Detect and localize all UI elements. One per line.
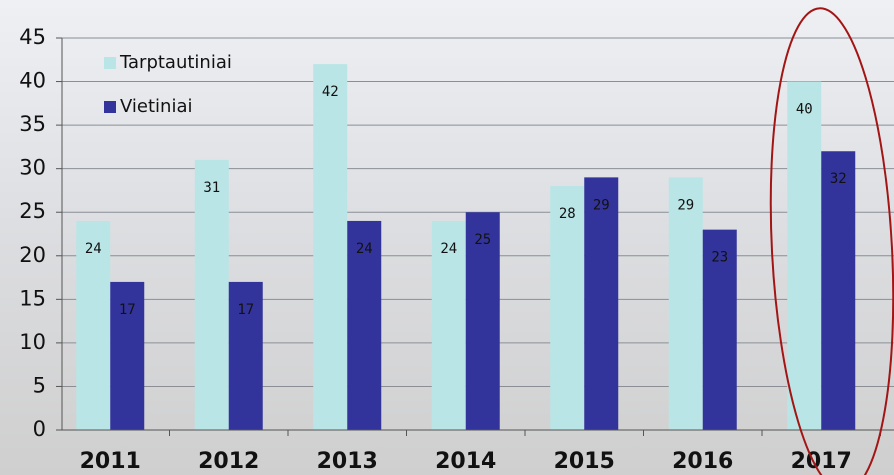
- y-tick-label: 15: [19, 286, 46, 310]
- bar: [550, 186, 584, 430]
- value-label: 17: [237, 302, 254, 318]
- value-label: 23: [711, 250, 728, 266]
- y-tick-label: 20: [19, 243, 46, 267]
- value-label: 42: [322, 84, 339, 100]
- x-tick-label: 2014: [435, 449, 496, 474]
- x-tick-label: 2013: [317, 449, 378, 474]
- value-label: 29: [677, 197, 694, 213]
- bar: [195, 160, 229, 430]
- x-tick-label: 2016: [672, 449, 733, 474]
- legend-swatch: [104, 57, 116, 69]
- value-label: 29: [593, 197, 610, 213]
- y-tick-label: 40: [19, 69, 46, 93]
- value-label: 24: [356, 241, 373, 257]
- y-tick-label: 5: [33, 373, 46, 397]
- x-tick-label: 2017: [791, 449, 852, 474]
- value-label: 32: [830, 171, 847, 187]
- legend-swatch: [104, 101, 116, 113]
- value-label: 24: [440, 241, 457, 257]
- x-tick-label: 2012: [198, 449, 259, 474]
- bar: [787, 82, 821, 430]
- bar: [669, 177, 703, 430]
- bar: [313, 64, 347, 430]
- value-label: 24: [85, 241, 102, 257]
- bar: [821, 151, 855, 430]
- y-tick-label: 35: [19, 112, 46, 136]
- y-tick-label: 30: [19, 156, 46, 180]
- value-label: 17: [119, 302, 136, 318]
- legend-label: Tarptautiniai: [119, 52, 232, 73]
- bar: [584, 177, 618, 430]
- value-label: 31: [203, 180, 220, 196]
- y-tick-label: 0: [33, 417, 46, 441]
- x-tick-label: 2011: [80, 449, 141, 474]
- y-tick-label: 10: [19, 330, 46, 354]
- value-label: 28: [559, 206, 576, 222]
- chart: 0 5 10 15 20 25 30 35 40 45 2011 24 17 2012 31 17 2013 42…: [0, 0, 894, 475]
- value-label: 25: [474, 232, 491, 248]
- y-tick-label: 25: [19, 199, 46, 223]
- x-tick-label: 2015: [554, 449, 615, 474]
- value-label: 40: [796, 102, 813, 118]
- legend-label: Vietiniai: [120, 96, 193, 117]
- y-tick-label: 45: [19, 25, 46, 49]
